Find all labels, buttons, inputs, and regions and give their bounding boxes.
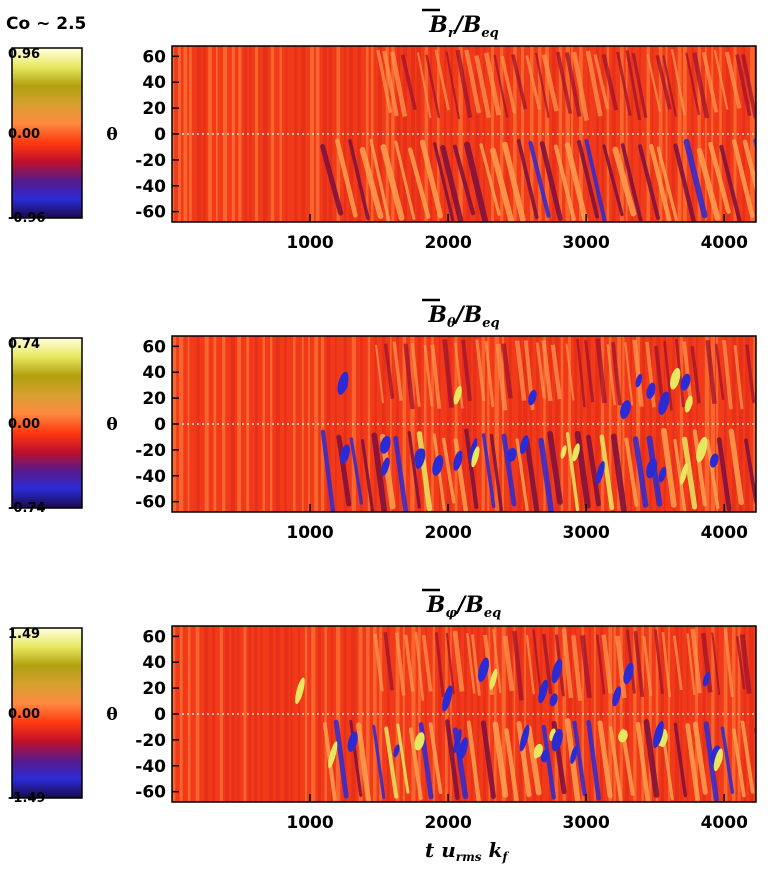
x-tick-label: 4000 (701, 233, 748, 253)
panel-title: Br/Beq (428, 12, 498, 41)
x-tick-label: 1000 (286, 523, 333, 543)
y-tick-label: -60 (135, 203, 166, 223)
y-tick-label: 20 (142, 389, 166, 409)
chart-svg: Bφ/Beq 1.49 0.00 -1.49 θ 60 40 20 0 -20 -40 -60 1000… (8, 588, 757, 833)
y-tick-label: -40 (135, 757, 166, 777)
y-tick-label: 0 (154, 415, 166, 435)
panel-br: Br/Beq 0.96 0.00 -0.96 θ 60 40 20 0 -20 -40 -60 1000… (0, 0, 771, 290)
y-tick-label: 60 (142, 627, 166, 647)
y-tick-label: 60 (142, 47, 166, 67)
colorbar-tick-label: 1.49 (8, 627, 40, 642)
y-tick-label: 60 (142, 337, 166, 357)
heatmap-field (172, 336, 756, 512)
chart-svg: Br/Beq 0.96 0.00 -0.96 θ 60 40 20 0 -20 -40 -60 1000… (8, 8, 757, 253)
x-tick-label: 1000 (286, 233, 333, 253)
colorbar-tick-label: 0.74 (8, 337, 40, 352)
y-axis-label: θ (106, 125, 117, 145)
y-axis-label: θ (106, 705, 117, 725)
y-tick-label: 0 (154, 125, 166, 145)
x-tick-label: 3000 (563, 233, 610, 253)
x-tick-label: 1000 (286, 813, 333, 833)
y-tick-label: -20 (135, 441, 166, 461)
x-tick-label: 4000 (701, 523, 748, 543)
heatmap-field (172, 46, 756, 222)
colorbar-tick-label: 0.00 (8, 417, 40, 432)
panel-bphi: Bφ/Beq 1.49 0.00 -1.49 θ 60 40 20 0 -20 -40 -60 1000… (0, 580, 771, 870)
y-tick-label: -60 (135, 783, 166, 803)
panel-title: Bθ/Beq (427, 302, 499, 331)
colorbar (11, 337, 83, 509)
colorbar (11, 627, 83, 799)
panel-btheta: Bθ/Beq 0.74 0.00 -0.74 θ 60 40 20 0 -20 -40 -60 1000… (0, 290, 771, 580)
colorbar (11, 47, 83, 219)
chart-svg: Bθ/Beq 0.74 0.00 -0.74 θ 60 40 20 0 -20 -40 -60 1000… (8, 298, 757, 543)
colorbar-tick-label: -0.96 (8, 211, 45, 226)
y-tick-label: -40 (135, 467, 166, 487)
y-tick-label: -20 (135, 151, 166, 171)
y-tick-label: 0 (154, 705, 166, 725)
y-axis-label: θ (106, 415, 117, 435)
colorbar-tick-label: 0.00 (8, 127, 40, 142)
x-tick-label: 2000 (424, 523, 471, 543)
colorbar-tick-label: 0.00 (8, 707, 40, 722)
y-tick-label: 40 (142, 73, 166, 93)
x-tick-label: 3000 (563, 523, 610, 543)
y-tick-label: 20 (142, 99, 166, 119)
y-tick-label: 40 (142, 653, 166, 673)
y-tick-label: 20 (142, 679, 166, 699)
colorbar-tick-label: -1.49 (8, 791, 45, 806)
heatmap-field (172, 626, 756, 802)
colorbar-tick-label: -0.74 (8, 501, 45, 516)
y-tick-label: 40 (142, 363, 166, 383)
y-tick-label: -40 (135, 177, 166, 197)
x-tick-label: 4000 (701, 813, 748, 833)
x-tick-label: 3000 (563, 813, 610, 833)
y-tick-label: -60 (135, 493, 166, 513)
y-tick-label: -20 (135, 731, 166, 751)
x-tick-label: 2000 (424, 813, 471, 833)
panel-title: Bφ/Beq (426, 592, 501, 621)
colorbar-tick-label: 0.96 (8, 47, 40, 62)
x-tick-label: 2000 (424, 233, 471, 253)
x-axis-label: t urms kf (425, 838, 508, 864)
header-label: Co ~ 2.5 (6, 14, 87, 34)
